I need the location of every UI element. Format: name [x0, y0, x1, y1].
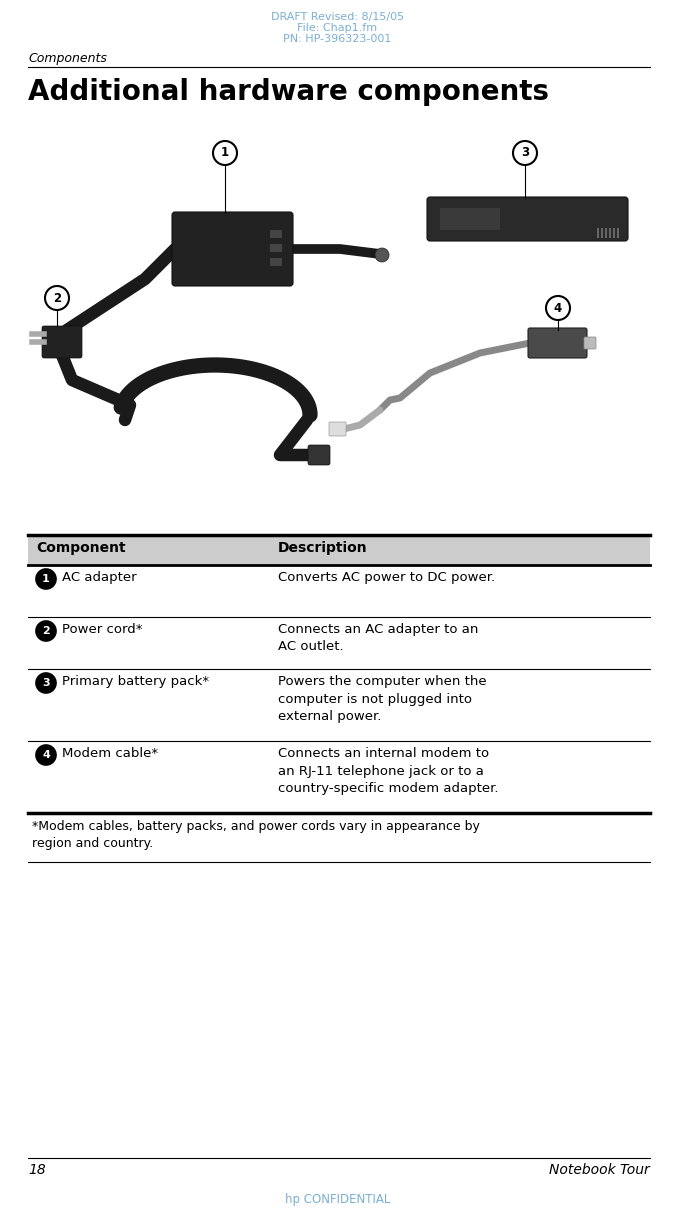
FancyBboxPatch shape	[528, 328, 587, 358]
Text: Power cord*: Power cord*	[62, 623, 142, 636]
Bar	[28, 535, 650, 565]
Text: Powers the computer when the
computer is not plugged into
external power.: Powers the computer when the computer is…	[278, 674, 487, 723]
Circle shape	[546, 296, 570, 320]
Text: 2: 2	[53, 291, 61, 304]
Circle shape	[213, 141, 237, 165]
Text: 1: 1	[221, 147, 229, 159]
Text: Connects an internal modem to
an RJ-11 telephone jack or to a
country-specific m: Connects an internal modem to an RJ-11 t…	[278, 747, 499, 795]
Bar	[270, 258, 282, 266]
Text: Converts AC power to DC power.: Converts AC power to DC power.	[278, 571, 495, 583]
Bar	[613, 228, 615, 238]
Circle shape	[45, 286, 69, 311]
Bar	[605, 228, 607, 238]
Text: Connects an AC adapter to an
AC outlet.: Connects an AC adapter to an AC outlet.	[278, 623, 479, 654]
Bar	[270, 244, 282, 252]
Text: Component: Component	[36, 541, 126, 556]
Bar	[597, 228, 599, 238]
Text: 1: 1	[42, 574, 50, 583]
Text: 2: 2	[42, 626, 50, 636]
Bar	[617, 228, 619, 238]
Text: PN: HP-396323-001: PN: HP-396323-001	[284, 34, 392, 44]
Circle shape	[36, 673, 56, 693]
FancyBboxPatch shape	[329, 422, 346, 435]
Text: AC adapter: AC adapter	[62, 571, 136, 583]
FancyBboxPatch shape	[308, 445, 330, 465]
Bar	[601, 228, 603, 238]
Text: Components: Components	[28, 52, 107, 66]
Text: 3: 3	[42, 678, 50, 688]
Text: Description: Description	[278, 541, 368, 556]
Text: hp CONFIDENTIAL: hp CONFIDENTIAL	[285, 1194, 390, 1206]
Circle shape	[36, 569, 56, 590]
Text: 4: 4	[554, 302, 562, 314]
Bar	[270, 230, 282, 238]
FancyBboxPatch shape	[42, 326, 82, 358]
Text: Modem cable*: Modem cable*	[62, 747, 158, 761]
Text: 4: 4	[42, 750, 50, 761]
Text: *Modem cables, battery packs, and power cords vary in appearance by
region and c: *Modem cables, battery packs, and power …	[32, 820, 480, 850]
Text: File: Chap1.fm: File: Chap1.fm	[298, 23, 377, 33]
FancyBboxPatch shape	[172, 212, 293, 286]
Text: Additional hardware components: Additional hardware components	[28, 78, 549, 106]
Text: 3: 3	[521, 147, 529, 159]
Text: DRAFT Revised: 8/15/05: DRAFT Revised: 8/15/05	[271, 12, 404, 22]
Text: Notebook Tour: Notebook Tour	[549, 1163, 650, 1177]
Circle shape	[513, 141, 537, 165]
Bar	[440, 207, 500, 230]
Text: 18: 18	[28, 1163, 46, 1177]
FancyBboxPatch shape	[584, 337, 596, 349]
Circle shape	[36, 621, 56, 640]
Text: Primary battery pack*: Primary battery pack*	[62, 674, 209, 688]
FancyBboxPatch shape	[427, 197, 628, 241]
Bar	[609, 228, 611, 238]
Circle shape	[375, 247, 389, 262]
Circle shape	[36, 745, 56, 765]
